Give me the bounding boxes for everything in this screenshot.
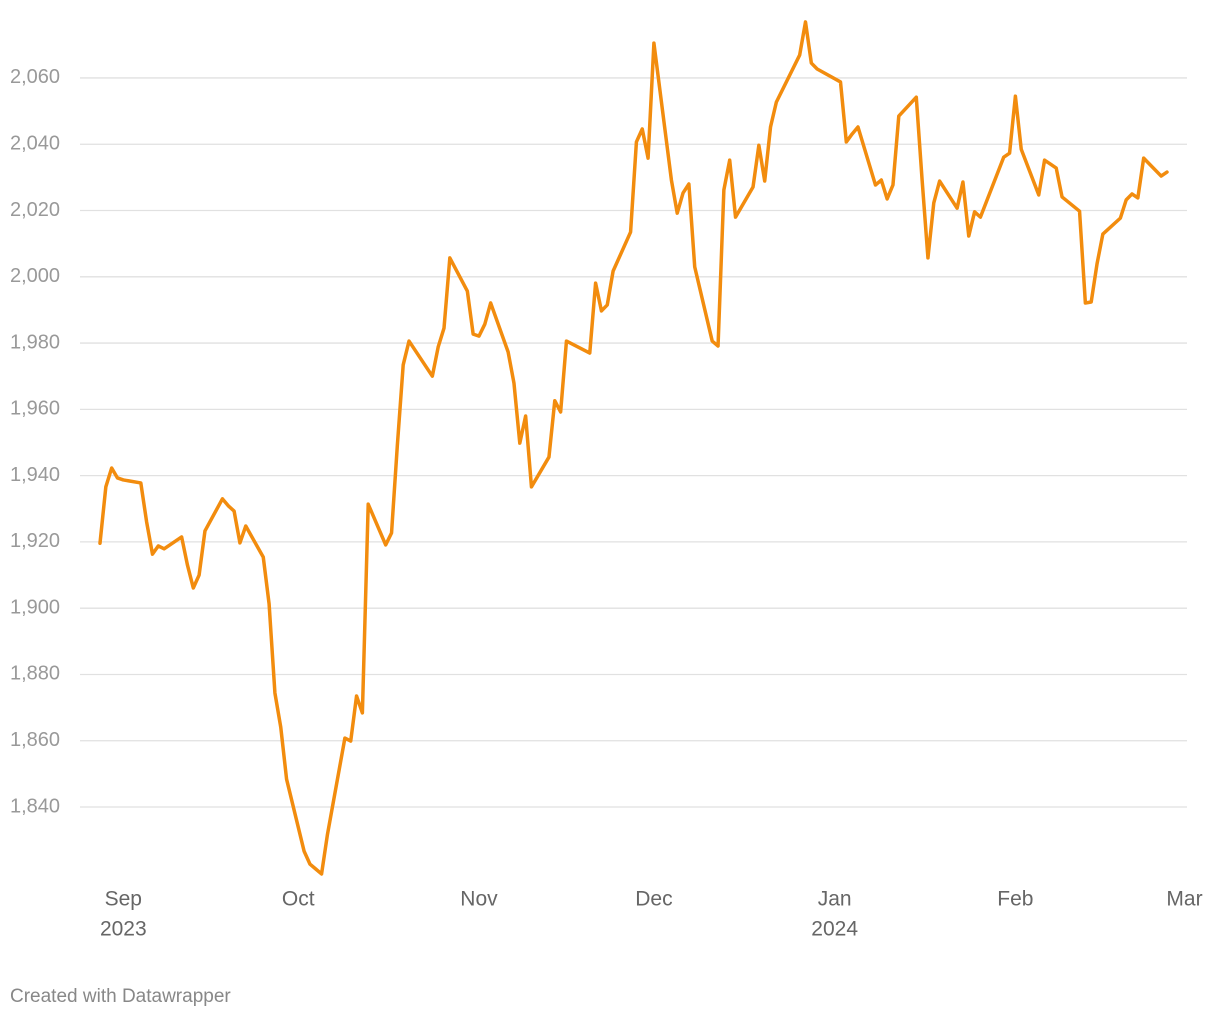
y-tick-label: 1,920 [10, 530, 60, 552]
y-tick-label: 1,840 [10, 795, 60, 817]
price-line [98, 20, 1169, 876]
x-tick-label: Feb [997, 888, 1033, 911]
y-tick-label: 1,980 [10, 331, 60, 353]
y-tick-label: 2,000 [10, 265, 60, 287]
x-tick-label: Dec [635, 888, 672, 911]
x-tick-label: Jan [818, 888, 852, 911]
y-tick-label: 1,880 [10, 663, 60, 685]
y-tick-label: 1,960 [10, 398, 60, 420]
x-tick-label: Sep [105, 888, 142, 911]
x-tick-label: Mar [1166, 888, 1202, 911]
x-tick-label: Oct [282, 888, 315, 911]
x-tick-label: Nov [460, 888, 498, 911]
y-tick-label: 1,940 [10, 464, 60, 486]
y-tick-label: 1,860 [10, 729, 60, 751]
x-tick-year: 2024 [811, 918, 858, 941]
y-tick-label: 2,040 [10, 133, 60, 155]
x-tick-year: 2023 [100, 918, 147, 941]
y-tick-label: 2,060 [10, 66, 60, 88]
credit: Created with Datawrapper [10, 986, 231, 1007]
y-tick-label: 2,020 [10, 199, 60, 221]
y-tick-label: 1,900 [10, 596, 60, 618]
